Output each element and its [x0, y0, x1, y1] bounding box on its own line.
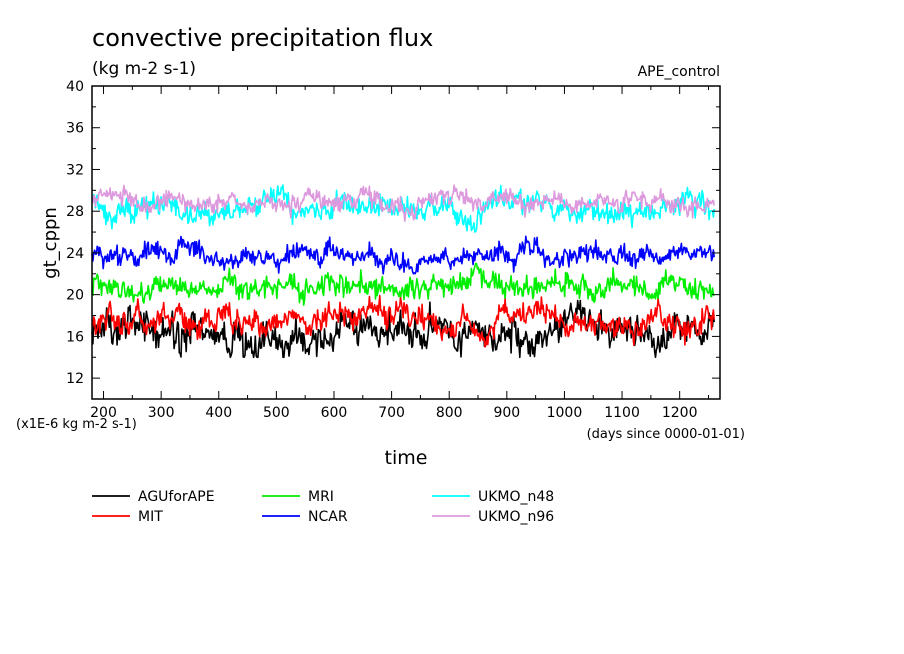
legend-label: UKMO_n48	[478, 489, 554, 505]
y-tick-label: 32	[66, 162, 84, 178]
x-tick-label: 300	[148, 405, 175, 421]
legend-label: UKMO_n96	[478, 509, 554, 525]
x-tick-label: 700	[378, 405, 405, 421]
x-tick-label: 200	[90, 405, 117, 421]
plot-lines	[91, 184, 715, 359]
series-line-MIT	[91, 294, 715, 348]
y-tick-label: 40	[66, 79, 84, 95]
x-axis-label: time	[385, 447, 428, 469]
y-tick-label: 28	[66, 204, 84, 220]
x-tick-label: 1100	[604, 405, 640, 421]
chart-subtitle: (kg m-2 s-1)	[92, 59, 196, 79]
x-unit-note: (days since 0000-01-01)	[587, 427, 745, 442]
y-tick-label: 12	[66, 371, 84, 387]
x-tick-label: 900	[493, 405, 520, 421]
series-line-UKMO_n96	[91, 184, 715, 222]
y-tick-label: 36	[66, 121, 84, 137]
series-line-NCAR	[91, 235, 715, 275]
x-tick-label: 500	[263, 405, 290, 421]
legend: AGUforAPE MIT MRI NCAR UKMO_n48 UKMO_n96	[92, 489, 554, 525]
axis-ticks: 200 300 400 500 600 700 800 900 1000 1100 1200 12 16…	[66, 79, 720, 421]
y-axis-label: gt_cppn	[40, 207, 61, 279]
y-tick-label: 24	[66, 246, 84, 262]
experiment-label: APE_control	[638, 64, 720, 80]
x-tick-label: 600	[321, 405, 348, 421]
plot-frame	[91, 85, 721, 400]
x-tick-label: 1000	[547, 405, 583, 421]
x-tick-label: 800	[436, 405, 463, 421]
y-tick-label: 20	[66, 288, 84, 304]
y-unit-note: (x1E-6 kg m-2 s-1)	[16, 417, 137, 432]
legend-label: MIT	[138, 509, 163, 525]
series-line-AGUforAPE	[91, 299, 715, 359]
chart-title: convective precipitation flux	[92, 24, 433, 52]
legend-label: NCAR	[308, 509, 348, 525]
legend-label: MRI	[308, 489, 334, 505]
x-tick-label: 1200	[662, 405, 698, 421]
legend-label: AGUforAPE	[138, 489, 215, 505]
x-tick-label: 400	[205, 405, 232, 421]
series-line-MRI	[91, 262, 715, 306]
y-tick-label: 16	[66, 329, 84, 345]
